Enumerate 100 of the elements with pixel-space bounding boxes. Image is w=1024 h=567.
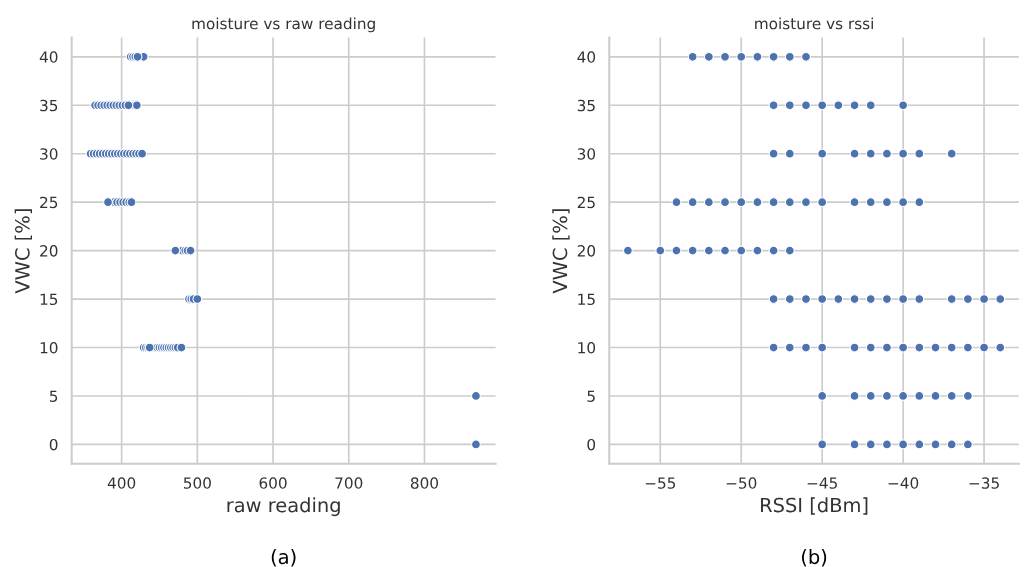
y-tick-label: 20 bbox=[40, 245, 58, 257]
point bbox=[946, 439, 957, 450]
point bbox=[687, 51, 698, 62]
point bbox=[192, 294, 203, 304]
point bbox=[946, 342, 957, 353]
x-tick-label: 600 bbox=[259, 477, 287, 489]
point bbox=[687, 245, 698, 256]
point bbox=[471, 391, 481, 401]
point bbox=[736, 197, 747, 208]
point bbox=[849, 439, 860, 450]
point bbox=[801, 294, 811, 304]
point bbox=[671, 197, 682, 208]
chart-title: moisture vs rssi bbox=[755, 17, 873, 30]
point bbox=[833, 100, 844, 111]
point bbox=[801, 51, 811, 62]
point bbox=[801, 100, 811, 111]
point bbox=[914, 391, 925, 401]
point bbox=[865, 439, 876, 450]
point bbox=[471, 439, 481, 450]
point bbox=[817, 391, 828, 401]
chart-title: moisture vs raw reading bbox=[192, 17, 375, 33]
point bbox=[817, 197, 828, 208]
point bbox=[833, 294, 844, 304]
point bbox=[849, 148, 860, 159]
x-axis-title: RSSI [dBm] bbox=[761, 497, 868, 515]
point bbox=[784, 100, 795, 111]
point bbox=[720, 197, 730, 208]
point bbox=[720, 245, 730, 256]
point bbox=[170, 245, 181, 256]
y-tick-label: 25 bbox=[577, 196, 595, 209]
point bbox=[962, 391, 973, 401]
point bbox=[703, 51, 714, 62]
point bbox=[784, 245, 795, 256]
x-tick-label: 800 bbox=[410, 477, 439, 489]
point bbox=[768, 197, 779, 208]
text: (a) bbox=[271, 549, 296, 567]
point bbox=[979, 294, 989, 304]
point bbox=[914, 197, 925, 208]
point bbox=[752, 245, 763, 256]
y-tick-label: 0 bbox=[49, 438, 58, 451]
point bbox=[817, 439, 828, 450]
point bbox=[671, 245, 682, 256]
point bbox=[898, 100, 909, 111]
point bbox=[768, 294, 779, 304]
point bbox=[849, 391, 860, 401]
point bbox=[736, 245, 747, 256]
x-tick-label: 700 bbox=[335, 477, 363, 489]
point bbox=[720, 51, 730, 62]
point bbox=[882, 342, 892, 353]
point bbox=[865, 294, 876, 304]
x-tick-label: −45 bbox=[807, 477, 837, 489]
point bbox=[995, 342, 1006, 353]
point bbox=[995, 294, 1006, 304]
point bbox=[801, 197, 811, 208]
point bbox=[882, 391, 892, 401]
point bbox=[865, 100, 876, 111]
y-axis-title: VWC [%] bbox=[552, 209, 570, 294]
point bbox=[946, 148, 957, 159]
point bbox=[962, 439, 973, 450]
point bbox=[898, 197, 909, 208]
point bbox=[752, 51, 763, 62]
point bbox=[962, 342, 973, 353]
y-tick-label: 40 bbox=[39, 51, 58, 63]
y-tick-label: 30 bbox=[577, 148, 596, 160]
point bbox=[784, 51, 795, 62]
y-tick-label: 15 bbox=[40, 293, 58, 306]
point bbox=[882, 294, 892, 304]
y-tick-label: 25 bbox=[40, 196, 58, 209]
point bbox=[768, 245, 779, 256]
point bbox=[930, 391, 941, 401]
point bbox=[882, 197, 892, 208]
x-tick-label: −50 bbox=[726, 477, 757, 489]
point bbox=[865, 342, 876, 353]
point bbox=[914, 294, 925, 304]
point bbox=[914, 439, 925, 450]
point bbox=[655, 245, 666, 256]
point bbox=[930, 439, 941, 450]
point bbox=[865, 197, 876, 208]
point bbox=[176, 342, 187, 353]
point bbox=[898, 439, 909, 450]
point bbox=[898, 342, 909, 353]
x-tick-label: 400 bbox=[107, 477, 136, 489]
y-tick-label: 10 bbox=[40, 341, 58, 354]
point bbox=[784, 342, 795, 353]
x-tick-label: −40 bbox=[888, 477, 919, 489]
x-tick-label: −55 bbox=[645, 477, 676, 489]
point bbox=[736, 51, 747, 62]
x-tick-label: 500 bbox=[183, 477, 211, 489]
point bbox=[703, 197, 714, 208]
point bbox=[622, 245, 633, 256]
point bbox=[898, 391, 909, 401]
y-tick-label: 35 bbox=[577, 99, 595, 112]
point bbox=[898, 148, 909, 159]
y-tick-label: 10 bbox=[578, 341, 596, 354]
point bbox=[784, 148, 795, 159]
y-axis-title: VWC [%] bbox=[14, 209, 33, 294]
point bbox=[103, 197, 113, 208]
point bbox=[865, 148, 876, 159]
point bbox=[817, 342, 828, 353]
x-tick-label: −35 bbox=[969, 477, 999, 489]
